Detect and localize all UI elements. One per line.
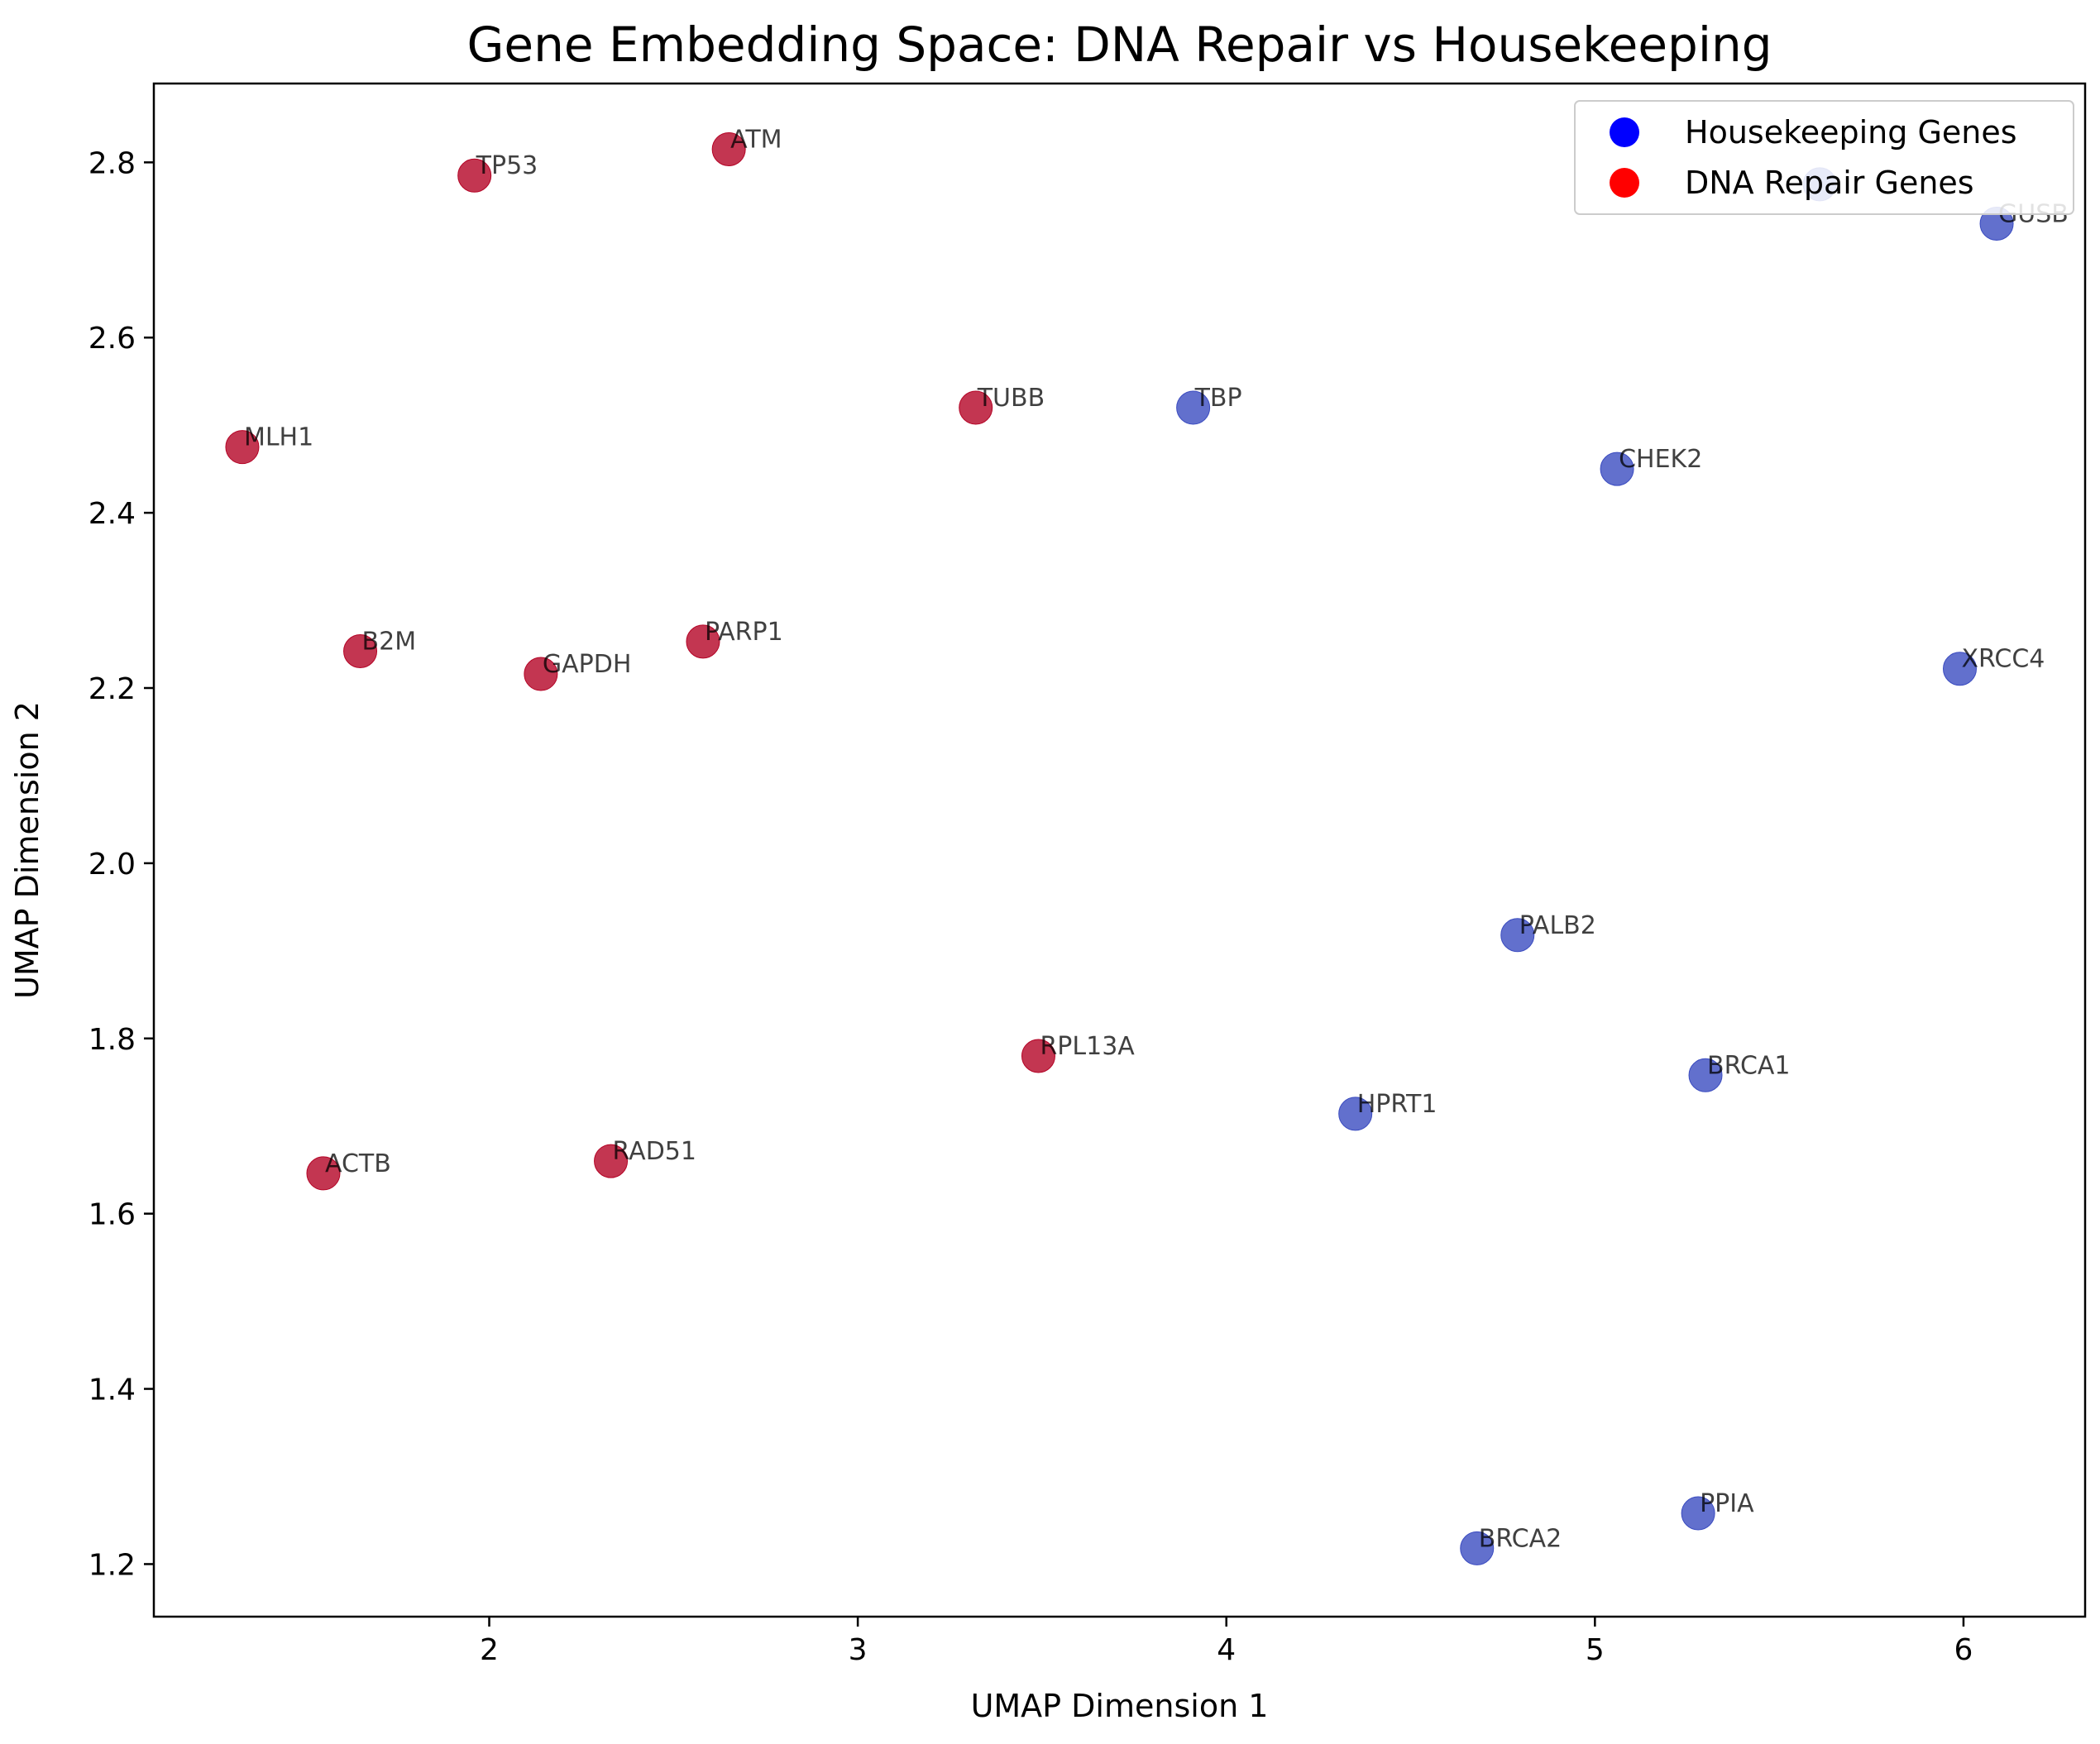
data-point (343, 634, 378, 669)
axes-frame (152, 82, 2087, 1618)
y-tick-label: 2.8 (88, 146, 136, 180)
point-label: HPRT1 (1357, 1090, 1437, 1119)
chart-title: Gene Embedding Space: DNA Repair vs Hous… (466, 17, 1772, 73)
data-point (1681, 1496, 1715, 1531)
y-tick-label: 1.8 (88, 1023, 136, 1057)
point-label: GAPDH (543, 650, 632, 679)
y-tick-label: 2.6 (88, 322, 136, 356)
point-label: CHEK2 (1619, 445, 1702, 474)
point-label: MLH1 (244, 423, 313, 452)
x-axis-label: UMAP Dimension 1 (971, 1688, 1269, 1724)
axis-ticks: 2 3 4 5 6 1.2 1.4 1.6 1.8 2.0 2.2 2.4 2.6 2.8 (88, 146, 1973, 1667)
data-point (1460, 1531, 1495, 1565)
y-tick-label: 1.2 (88, 1548, 136, 1582)
point-labels: TP53 ATM MLH1 TUBB B2M GAPDH PARP1 RPL13A ACTB RA… (244, 125, 2069, 1553)
point-label: BRCA2 (1479, 1524, 1562, 1553)
x-tick-label: 6 (1954, 1633, 1973, 1667)
legend-label: DNA Repair Genes (1685, 165, 1974, 201)
point-label: RPL13A (1040, 1032, 1135, 1061)
data-point (1176, 390, 1211, 425)
point-label: ACTB (325, 1149, 391, 1178)
data-point (306, 1156, 341, 1191)
data-point (686, 624, 720, 659)
data-point (1338, 1097, 1373, 1131)
point-label: RAD51 (613, 1137, 696, 1166)
y-tick-label: 1.6 (88, 1198, 136, 1232)
data-point (1942, 652, 1977, 686)
point-label: ATM (730, 125, 782, 154)
data-point (959, 390, 993, 425)
point-label: TUBB (977, 384, 1045, 413)
point-label: TBP (1194, 384, 1242, 413)
data-point (1500, 918, 1535, 953)
data-point (711, 131, 746, 166)
point-label: PARP1 (705, 618, 783, 647)
legend-box (1574, 100, 2074, 215)
legend-marker (1610, 168, 1639, 198)
x-tick-label: 4 (1217, 1633, 1236, 1667)
data-point (457, 158, 492, 193)
data-point (1688, 1058, 1723, 1092)
x-tick-label: 5 (1586, 1633, 1605, 1667)
data-point (594, 1144, 629, 1178)
data-points (225, 131, 2014, 1565)
y-tick-label: 2.0 (88, 848, 136, 882)
data-point (1021, 1039, 1055, 1073)
x-tick-label: 2 (480, 1633, 499, 1667)
point-label: PALB2 (1519, 911, 1596, 940)
y-tick-label: 1.4 (88, 1374, 136, 1407)
y-tick-label: 2.4 (88, 497, 136, 531)
point-label: TP53 (476, 151, 538, 180)
data-point (524, 657, 558, 691)
point-label: XRCC4 (1961, 645, 2045, 674)
x-tick-label: 3 (849, 1633, 868, 1667)
point-label: BRCA1 (1707, 1051, 1791, 1080)
legend: Housekeeping Genes DNA Repair Genes (1574, 100, 2074, 215)
data-point (225, 430, 260, 465)
y-tick-label: 2.2 (88, 672, 136, 706)
point-label: B2M (362, 628, 417, 657)
legend-label: Housekeeping Genes (1685, 114, 2017, 151)
y-axis-label: UMAP Dimension 2 (9, 701, 45, 999)
legend-marker (1610, 117, 1639, 147)
point-label: PPIA (1700, 1489, 1754, 1518)
data-point (1600, 452, 1634, 486)
